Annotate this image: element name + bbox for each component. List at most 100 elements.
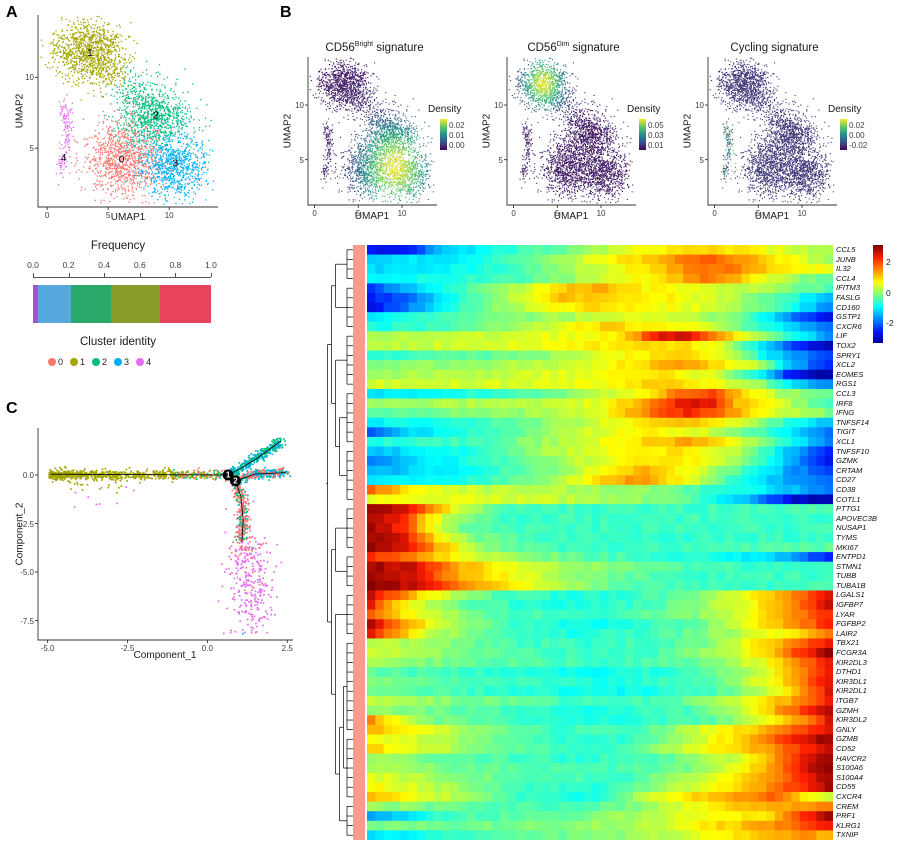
gene-label-XCL2: XCL2: [836, 360, 855, 370]
panel-a-label: A: [6, 4, 18, 22]
gene-label-GZMB: GZMB: [836, 734, 858, 744]
frequency-axis-line: [33, 277, 211, 278]
frequency-tick-label: 0.8: [169, 260, 182, 270]
y-tick-label: 5: [498, 155, 503, 165]
umap2-axis-label: UMAP2: [682, 113, 694, 149]
gene-label-LIF: LIF: [836, 331, 847, 341]
x-tick-label: 0: [712, 209, 717, 218]
heatmap-colorbar: [873, 245, 883, 343]
cluster-legend-item-4: 4: [136, 357, 151, 367]
gene-label-TUBB: TUBB: [836, 571, 857, 581]
density-legend-colorbar: [440, 119, 447, 150]
density-legend-tick: 0.01: [449, 130, 465, 140]
cluster-legend-item-0: 0: [48, 357, 63, 367]
gene-label-CD27: CD27: [836, 475, 856, 485]
y-tick-label: -7.5: [20, 616, 34, 626]
gene-label-CD38: CD38: [836, 484, 856, 494]
y-tick-label: 0.0: [22, 470, 34, 480]
gene-label-PTTG1: PTTG1: [836, 504, 861, 514]
y-tick-label: 10: [295, 101, 304, 111]
gene-label-KIR2DL3: KIR2DL3: [836, 657, 867, 667]
gene-label-DTHD1: DTHD1: [836, 667, 862, 677]
gene-label-IRF8: IRF8: [836, 398, 853, 408]
gene-label-KIR3DL1: KIR3DL1: [836, 676, 867, 686]
gene-label-IGFBP7: IGFBP7: [836, 600, 864, 610]
cd56bright-canvas: [282, 41, 492, 221]
density-legend-tick: -0.02: [849, 140, 868, 150]
x-tick-label: 10: [797, 209, 807, 218]
gene-label-CCL3: CCL3: [836, 388, 856, 398]
panel-c-label: C: [6, 400, 18, 417]
row-dendrogram: [326, 249, 353, 836]
cd56dim-density-plot: CD56Dim signature UMAP2 UMAP1 Density 05…: [481, 41, 691, 241]
cluster-legend-label: 0: [58, 357, 64, 367]
frequency-tick-label: 0.2: [62, 260, 75, 270]
frequency-tick-mark: [211, 273, 212, 277]
colorbar-tick-label: 2: [886, 257, 891, 267]
gene-label-CCL5: CCL5: [836, 245, 856, 254]
umap1-axis-label: UMAP1: [110, 212, 146, 223]
cluster-color-dot: [114, 358, 123, 366]
panel-b-label: B: [280, 4, 292, 21]
x-tick-label: 0: [312, 209, 317, 218]
frequency-tick-mark: [33, 273, 34, 277]
frequency-segment-cluster-4: [33, 285, 38, 323]
x-tick-label: 5: [356, 209, 361, 218]
cluster-color-dot: [136, 358, 145, 366]
gene-label-FGFBP2: FGFBP2: [836, 619, 866, 629]
gene-label-CD55: CD55: [836, 782, 856, 792]
gene-label-LGALS1: LGALS1: [836, 590, 865, 600]
y-tick-label: -5.0: [20, 568, 34, 578]
cluster-identity-legend: Cluster identity 0 1 2 3 4: [12, 336, 224, 380]
frequency-tick-label: 1.0: [205, 260, 217, 270]
gene-label-SPRY1: SPRY1: [836, 350, 861, 360]
gene-label-KLRG1: KLRG1: [836, 820, 861, 830]
cluster-legend-item-1: 1: [70, 357, 85, 367]
gene-label-TNFSF14: TNFSF14: [836, 417, 869, 427]
x-tick-label: -5.0: [40, 644, 55, 653]
trajectory-canvas: [12, 412, 324, 670]
frequency-segment-cluster-2: [71, 285, 112, 323]
gene-label-EOMES: EOMES: [836, 369, 864, 379]
gene-label-HAVCR2: HAVCR2: [836, 753, 867, 763]
cycling-density-plot: Cycling signature UMAP2 UMAP1 Density 05…: [682, 41, 900, 241]
gene-label-CCL4: CCL4: [836, 273, 856, 283]
gene-label-CD160: CD160: [836, 302, 860, 312]
gene-label-STMN1: STMN1: [836, 561, 862, 571]
frequency-tick-mark: [104, 273, 106, 277]
y-tick-label: -2.5: [20, 519, 34, 529]
gene-label-RGS1: RGS1: [836, 379, 857, 389]
umap-cluster-canvas: [12, 10, 227, 240]
y-tick-label: 5: [29, 144, 34, 154]
frequency-bar-chart: Frequency 0.0 0.2 0.4 0.6 0.8 1.0: [12, 240, 224, 332]
cluster-legend-label: 4: [146, 357, 152, 367]
density-legend-tick: 0.03: [648, 130, 664, 140]
umap1-axis-label: UMAP1: [754, 211, 790, 222]
x-tick-label: 10: [397, 209, 407, 218]
gene-label-XCL1: XCL1: [836, 436, 855, 446]
frequency-tick-label: 0.0: [27, 260, 39, 270]
frequency-segment-cluster-0: [159, 285, 211, 323]
gene-label-KIR3DL2: KIR3DL2: [836, 715, 867, 725]
umap2-axis-label: UMAP2: [14, 93, 26, 129]
row-annotation-bar: [353, 245, 365, 840]
gene-label-KIR2DL1: KIR2DL1: [836, 686, 867, 696]
gene-label-CRTAM: CRTAM: [836, 465, 863, 475]
gene-label-CREM: CREM: [836, 801, 859, 811]
component1-axis-label: Component_1: [133, 650, 197, 661]
gene-heatmap: CCL5 JUNB IL32 CCL4 IFITM3 FASLG CD160 GSTP1 CXC…: [326, 240, 900, 846]
cd56dim-canvas: [481, 41, 691, 221]
umap2-axis-label: UMAP2: [481, 113, 493, 149]
gene-label-TNFSF10: TNFSF10: [836, 446, 869, 456]
gene-label-IFITM3: IFITM3: [836, 283, 861, 293]
y-tick-label: 10: [25, 73, 34, 83]
density-legend-colorbar: [840, 119, 847, 150]
cluster-legend-label: 2: [102, 357, 108, 367]
colorbar-tick-label: 0: [886, 287, 891, 298]
frequency-segment-cluster-3: [37, 285, 72, 323]
gene-label-JUNB: JUNB: [836, 254, 856, 264]
cluster-color-dot: [48, 358, 56, 366]
gene-label-LYAR: LYAR: [836, 609, 855, 619]
gene-label-FCGR3A: FCGR3A: [836, 648, 867, 658]
density-legend-tick: 0.05: [648, 120, 664, 130]
